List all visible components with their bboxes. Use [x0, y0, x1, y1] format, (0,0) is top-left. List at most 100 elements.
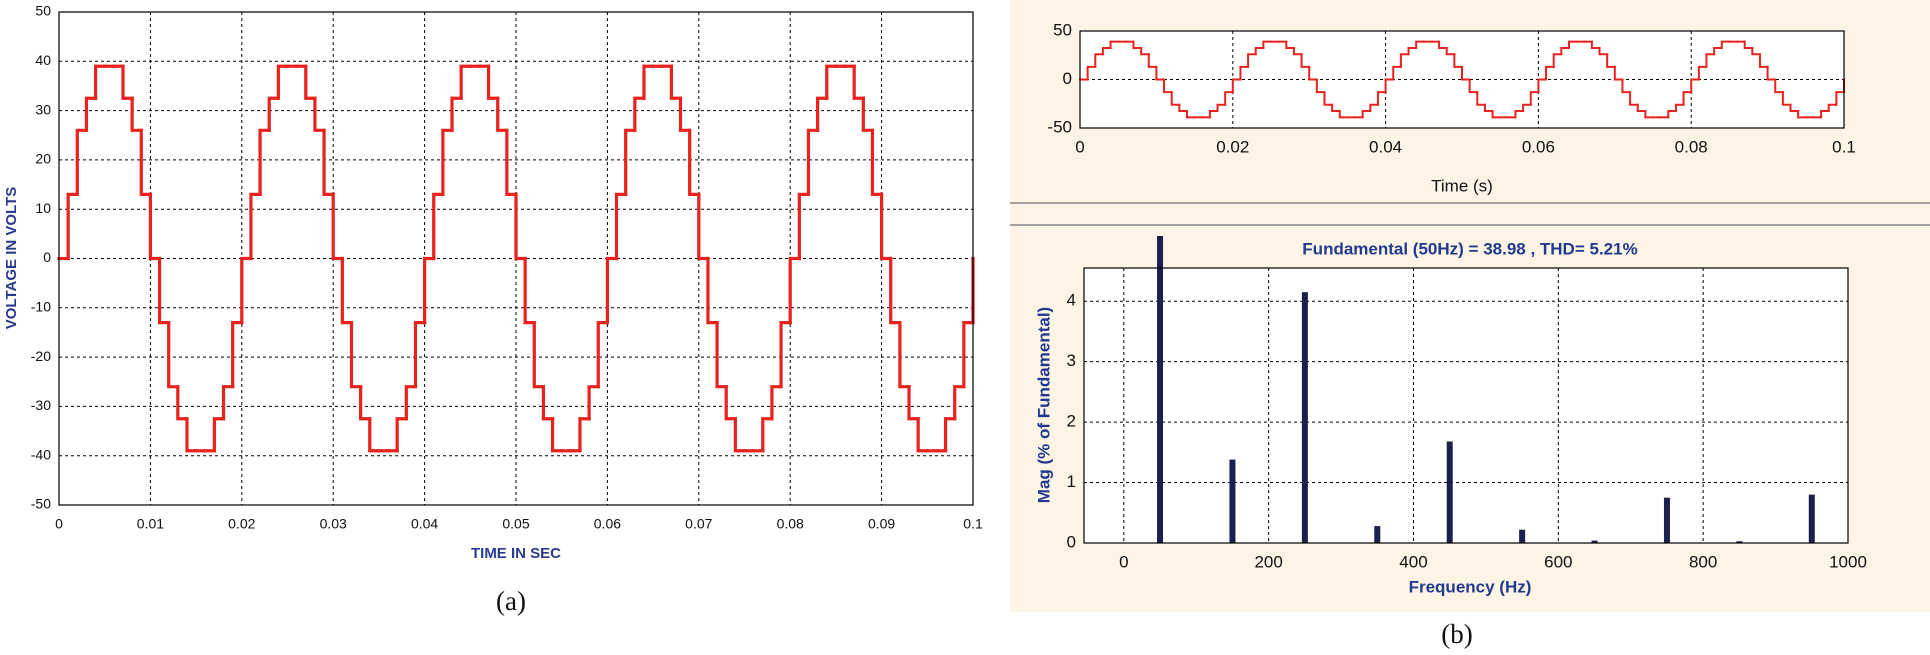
x-tick-label: 0.06 — [594, 516, 621, 532]
line-step — [1483, 103, 1494, 113]
line-step — [870, 128, 884, 197]
line-step — [898, 320, 911, 389]
line-step — [1308, 65, 1318, 81]
line-step — [459, 64, 472, 100]
y-tick-label: 50 — [35, 3, 51, 19]
line-step — [404, 385, 418, 421]
line-step — [1522, 103, 1532, 113]
line-step — [1766, 65, 1777, 81]
line-step — [505, 128, 518, 197]
line-step — [1590, 40, 1601, 49]
line-step — [368, 417, 381, 453]
x-tick-label: 0.08 — [777, 516, 804, 532]
line-step — [669, 64, 683, 100]
line-step — [578, 417, 591, 453]
line-step — [176, 385, 189, 421]
line-step — [733, 417, 747, 453]
y-tick-label: -50 — [1047, 117, 1072, 136]
line-step — [496, 96, 509, 132]
y-tick-label: -10 — [31, 299, 51, 315]
bar — [1301, 292, 1308, 543]
x-tick-label: 0.02 — [1216, 137, 1249, 156]
line-step — [1315, 78, 1326, 94]
x-tick-label: 0.05 — [502, 516, 529, 532]
line-step — [532, 320, 546, 389]
line-step — [1567, 40, 1578, 49]
y-tick-label: 40 — [35, 52, 51, 68]
bar — [1663, 497, 1670, 543]
line-step — [1514, 110, 1525, 119]
line-step — [441, 128, 454, 197]
bar — [1591, 540, 1598, 543]
line-step — [1086, 65, 1097, 81]
line-step — [770, 385, 783, 421]
y-tick-label: -40 — [31, 446, 51, 462]
x-tick-label: 0 — [1075, 137, 1084, 156]
line-step — [1667, 110, 1677, 119]
x-axis-label: Time (s) — [1431, 176, 1493, 195]
line-step — [185, 417, 198, 453]
line-step — [715, 320, 728, 389]
x-tick-label: 0 — [1119, 552, 1128, 571]
line-step — [523, 256, 536, 325]
line-step — [907, 385, 920, 421]
line-step — [688, 128, 701, 197]
line-step — [1545, 65, 1555, 81]
line-step — [93, 64, 107, 100]
plot-frame — [1083, 267, 1849, 544]
bar — [1374, 526, 1381, 543]
line-step — [1751, 46, 1761, 56]
line-step — [1720, 40, 1731, 49]
y-tick-label: 2 — [1067, 412, 1076, 431]
x-tick-label: 0.06 — [1522, 137, 1555, 156]
line-step — [1415, 40, 1425, 49]
line-step — [1285, 40, 1295, 49]
line-step — [1208, 110, 1219, 119]
line-step — [1140, 46, 1150, 56]
y-axis-label: Mag (% of Fundamental) — [1034, 307, 1053, 503]
line-step — [167, 320, 180, 389]
line-step — [889, 256, 902, 325]
line-step — [1185, 110, 1196, 119]
line-step — [1682, 91, 1693, 106]
line-step — [633, 96, 646, 132]
line-step — [624, 128, 637, 197]
line-step — [1621, 78, 1632, 94]
x-tick-label: 0 — [55, 516, 63, 532]
line-step — [1262, 40, 1272, 49]
line-step — [1774, 78, 1784, 94]
x-tick-label: 0.04 — [411, 516, 438, 532]
bar — [1229, 459, 1236, 543]
line-step — [1552, 53, 1563, 68]
line-step — [313, 96, 326, 132]
line-step — [962, 320, 975, 389]
line-step — [825, 64, 838, 100]
line-step — [1476, 91, 1486, 106]
x-tick-label: 0.02 — [228, 516, 255, 532]
x-tick-label: 0.04 — [1369, 137, 1402, 156]
line-step — [779, 320, 792, 389]
line-step — [304, 64, 317, 100]
line-step — [1697, 65, 1708, 81]
line-step — [75, 128, 89, 197]
bar — [1808, 494, 1815, 543]
line-step — [1743, 40, 1754, 49]
line-step — [1705, 53, 1716, 68]
line-step — [1163, 78, 1173, 94]
line-step — [1781, 91, 1792, 106]
y-tick-label: 3 — [1067, 351, 1076, 370]
x-tick-label: 0.1 — [1832, 137, 1856, 156]
y-tick-label: 0 — [43, 249, 51, 265]
line-step — [148, 192, 162, 261]
line-step — [1384, 78, 1395, 94]
line-step — [423, 256, 436, 325]
line-step — [724, 385, 737, 421]
line-step — [1468, 78, 1479, 94]
x-tick-label: 0.03 — [320, 516, 347, 532]
x-axis-label: Frequency (Hz) — [1409, 577, 1532, 596]
line-step — [1827, 103, 1838, 113]
line-step — [249, 192, 262, 261]
line-step — [1713, 46, 1723, 56]
line-step — [359, 385, 372, 421]
